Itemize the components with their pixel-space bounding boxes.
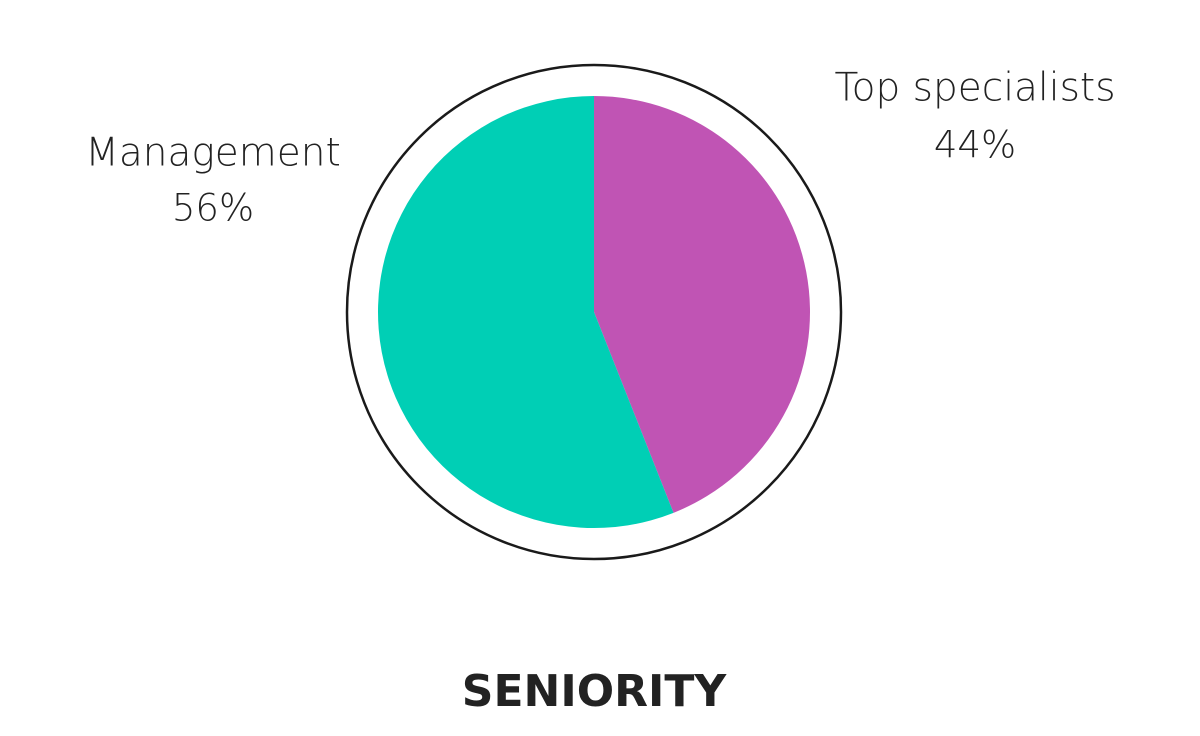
- outer-ring: [345, 63, 843, 561]
- slice-label: Management: [85, 131, 341, 176]
- slice-label: Top specialists: [834, 66, 1115, 111]
- value-label: 56%: [172, 187, 254, 230]
- pie-slice: [594, 96, 810, 513]
- value-label: 44%: [934, 124, 1016, 167]
- chart-title: SENIORITY: [462, 666, 728, 717]
- pie-slice: [378, 96, 674, 528]
